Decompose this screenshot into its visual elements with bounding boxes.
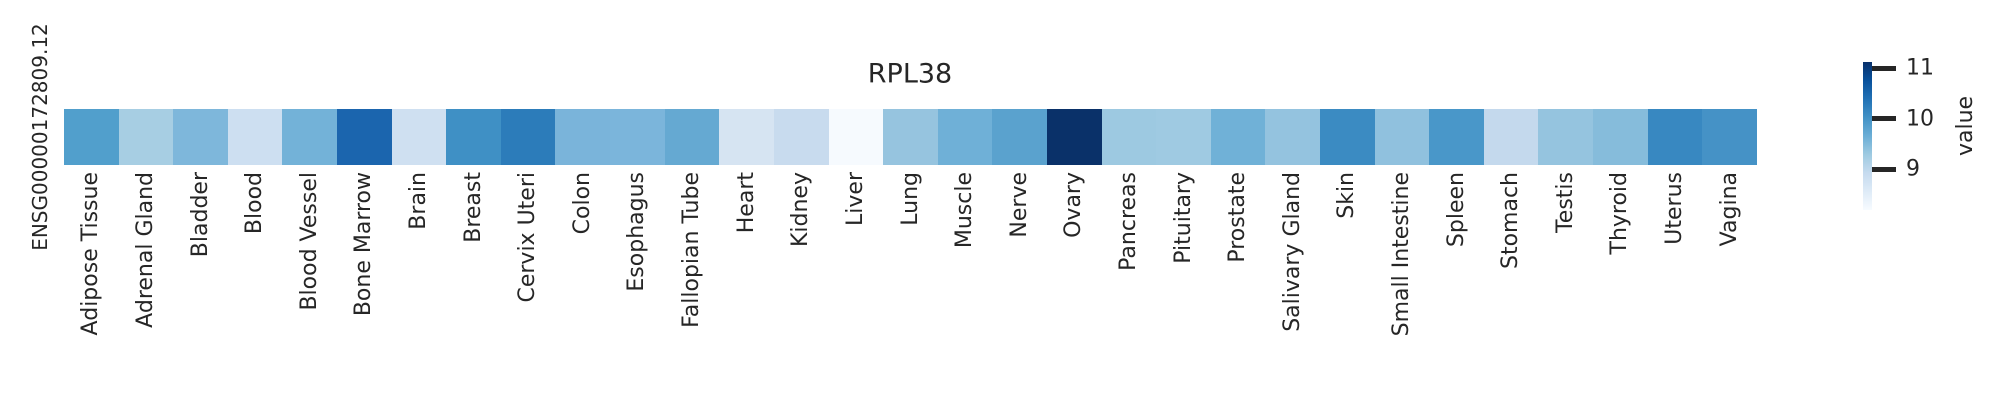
colorbar-tick-label: 10 (1906, 106, 1934, 132)
colorbar-tick (1872, 166, 1896, 172)
colorbar-gradient (1863, 62, 1872, 210)
heatmap-cell (1101, 109, 1157, 165)
heatmap-cell (500, 109, 556, 165)
x-tick-label: Adrenal Gland (132, 172, 158, 328)
heatmap-cell (446, 109, 501, 165)
x-tick-label: Prostate (1225, 172, 1251, 263)
heatmap-cell (992, 109, 1047, 165)
heatmap-cell (555, 109, 611, 165)
colorbar-axis-label: value (1953, 95, 1978, 157)
x-tick-label: Breast (460, 172, 486, 243)
x-tick-label: Pancreas (1115, 172, 1141, 271)
heatmap-cell (282, 109, 338, 165)
x-tick-label: Vagina (1716, 172, 1742, 247)
x-tick-label: Nerve (1006, 172, 1032, 238)
heatmap-cell (1538, 109, 1594, 165)
heatmap-cell (1483, 109, 1539, 165)
x-tick-label: Kidney (788, 172, 814, 248)
heatmap-cell (719, 109, 774, 165)
x-tick-label: Skin (1334, 172, 1360, 219)
heatmap-cell (1265, 109, 1321, 165)
x-tick-label: Blood Vessel (296, 172, 322, 311)
x-tick-label: Testis (1552, 172, 1578, 233)
x-tick-label: Spleen (1443, 172, 1469, 248)
heatmap-cell (391, 109, 447, 165)
heatmap-cell (883, 109, 938, 165)
x-tick-label: Bladder (187, 172, 213, 258)
colorbar-tick (1872, 65, 1896, 71)
x-tick-label: Colon (569, 172, 595, 235)
x-tick-label: Liver (842, 172, 868, 226)
heatmap-cell (1320, 109, 1375, 165)
chart-title: RPL38 (867, 58, 953, 90)
x-tick-label: Stomach (1498, 172, 1524, 270)
x-tick-label: Uterus (1662, 172, 1688, 245)
heatmap-cell (1647, 109, 1703, 165)
heatmap-cell (1374, 109, 1430, 165)
x-tick-label: Heart (733, 172, 759, 234)
x-tick-label: Ovary (1061, 172, 1087, 238)
x-tick-label: Blood (242, 172, 268, 235)
colorbar-tick (1872, 116, 1896, 122)
heatmap-cell (1156, 109, 1211, 165)
heatmap-cell (173, 109, 228, 165)
heatmap-cell (64, 109, 119, 165)
x-tick-label: Small Intestine (1389, 172, 1415, 337)
x-tick-label: Thyroid (1607, 172, 1633, 255)
heatmap-cell (118, 109, 174, 165)
heatmap-cell (1210, 109, 1266, 165)
heatmap-cell (1593, 109, 1648, 165)
x-tick-label: Bone Marrow (351, 172, 377, 317)
heatmap-row (64, 109, 1757, 165)
x-tick-label: Fallopian Tube (679, 172, 705, 328)
heatmap-cell (227, 109, 283, 165)
x-tick-label: Pituitary (1170, 172, 1196, 264)
heatmap-cell (1429, 109, 1484, 165)
x-tick-label: Esophagus (624, 172, 650, 292)
colorbar-tick-label: 11 (1906, 55, 1934, 81)
heatmap-cell (664, 109, 720, 165)
x-tick-label: Brain (405, 172, 431, 230)
x-tick-label: Adipose Tissue (78, 172, 104, 336)
heatmap-cell (773, 109, 829, 165)
heatmap-cell (337, 109, 392, 165)
y-axis-row-label: ENSG00000172809.12 (28, 23, 52, 251)
heatmap-cell (1702, 109, 1757, 165)
heatmap-cell (828, 109, 884, 165)
heatmap-cell (937, 109, 993, 165)
x-tick-label: Lung (897, 172, 923, 226)
heatmap-cell (1046, 109, 1102, 165)
heatmap-cell (610, 109, 665, 165)
x-tick-label: Cervix Uteri (515, 172, 541, 303)
x-tick-label: Salivary Gland (1279, 172, 1305, 332)
colorbar-tick-label: 9 (1906, 156, 1920, 182)
x-tick-label: Muscle (952, 172, 978, 249)
